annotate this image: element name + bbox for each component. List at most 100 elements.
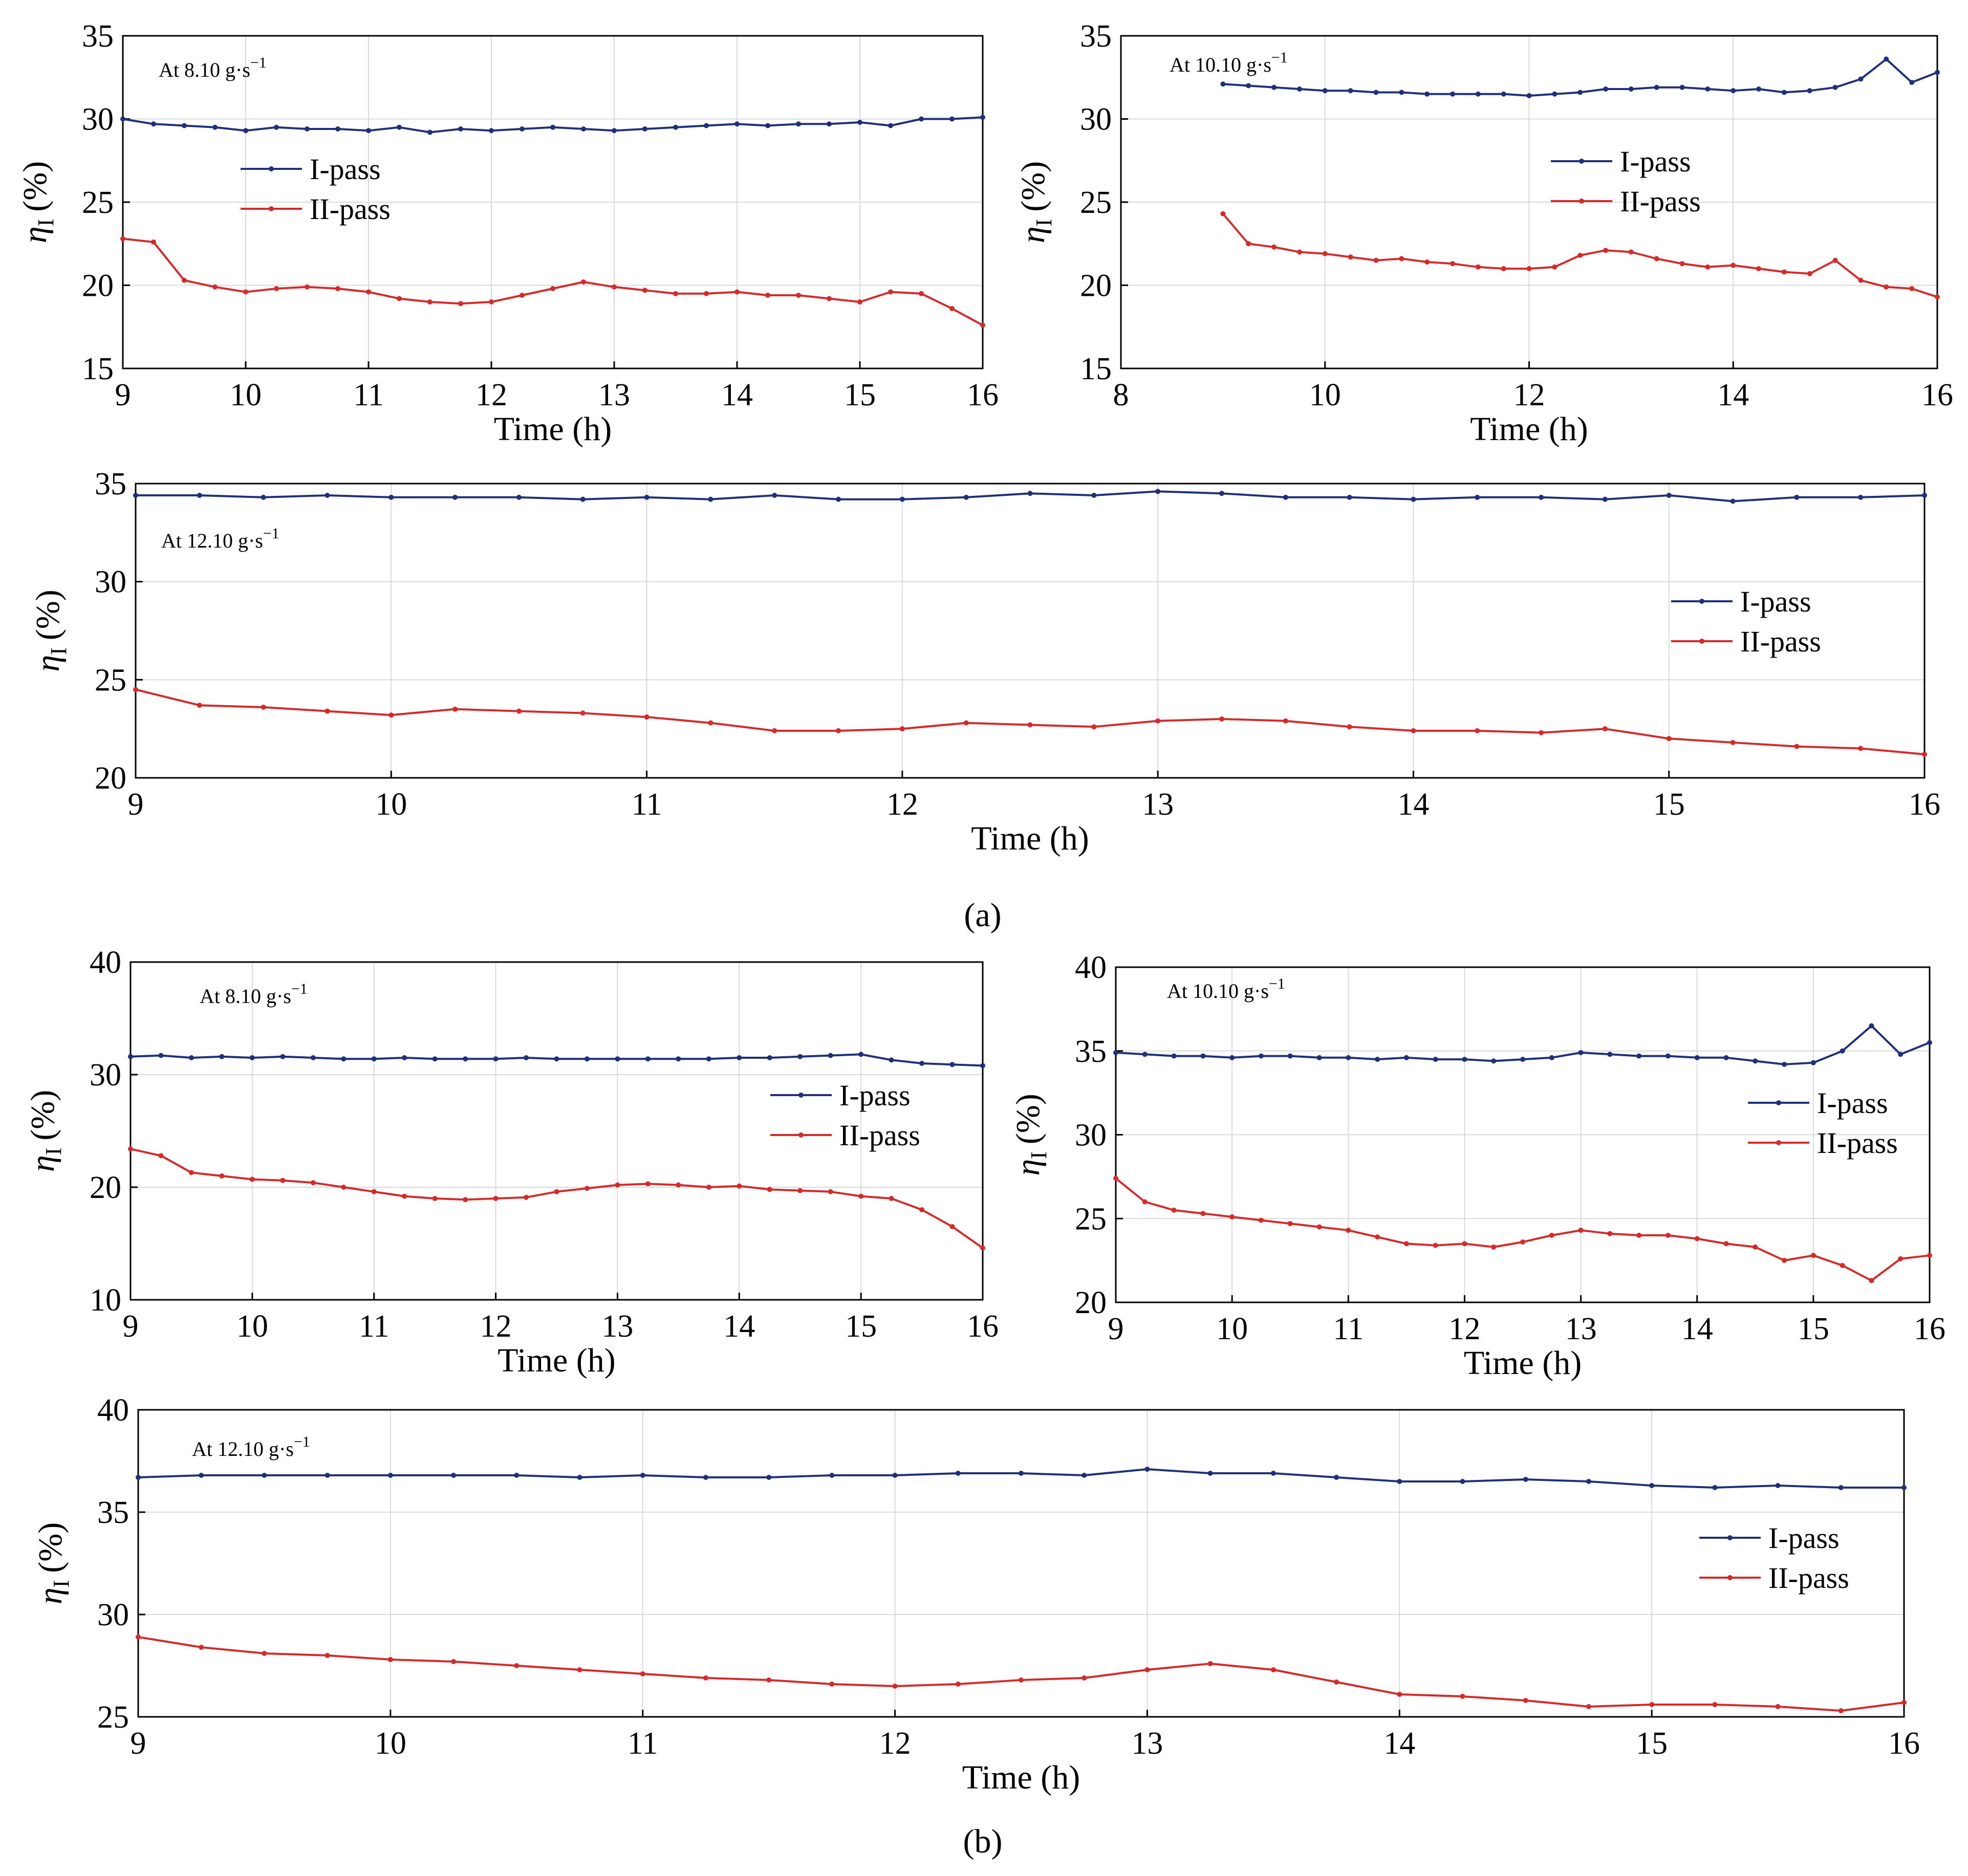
y-tick-label: 30 [82, 102, 114, 137]
data-point [280, 1177, 286, 1183]
legend-marker [1727, 1575, 1733, 1580]
data-point [612, 284, 617, 290]
data-point [899, 496, 905, 502]
y-tick-label: 30 [97, 1598, 129, 1632]
data-point [1666, 493, 1672, 498]
data-point [1027, 491, 1033, 496]
x-tick-label: 11 [353, 378, 384, 412]
data-point [243, 128, 248, 134]
data-point [366, 128, 371, 134]
x-tick-label: 15 [1636, 1726, 1668, 1761]
data-point [554, 1056, 559, 1062]
y-axis-label-unit: (%) [1014, 161, 1052, 212]
data-point [182, 123, 187, 128]
data-point [1753, 1058, 1758, 1064]
data-point [949, 1062, 955, 1067]
data-point [581, 279, 586, 285]
data-point [158, 1053, 164, 1058]
data-point [524, 1194, 529, 1200]
data-point [829, 1473, 835, 1478]
condition-annotation: At 8.10 g·s−1 [159, 54, 267, 81]
data-point [642, 126, 647, 132]
data-point [1316, 1055, 1322, 1060]
y-tick-label: 30 [1075, 1118, 1107, 1153]
y-axis-label: ηI (%) [1009, 1094, 1051, 1175]
data-point [640, 1671, 645, 1676]
y-axis-label: ηI (%) [16, 161, 58, 243]
data-point [1922, 493, 1927, 498]
data-point [1220, 211, 1226, 216]
data-point [797, 1054, 803, 1059]
y-tick-label: 15 [1080, 352, 1112, 386]
data-point [1705, 264, 1711, 270]
chart-a1: 9 10 11 12 13 14 15 16 15 20 25 30 35 Time (h) ηI (%) At… [16, 19, 999, 448]
data-point [1433, 1057, 1438, 1062]
x-tick-label: 9 [131, 1726, 146, 1761]
data-point [828, 1053, 833, 1058]
data-point [1460, 1479, 1465, 1484]
y-axis-label-symbol: η [24, 1155, 61, 1172]
data-point [325, 493, 330, 498]
data-point [797, 1188, 803, 1193]
data-point [704, 123, 709, 128]
y-tick-label: 40 [1075, 950, 1107, 985]
data-point [772, 728, 777, 733]
data-point [452, 494, 458, 500]
data-point [827, 121, 832, 127]
data-point [1082, 1473, 1087, 1478]
data-point [427, 129, 432, 135]
y-tick-label: 35 [82, 19, 114, 54]
data-point [1753, 1244, 1758, 1250]
data-point [949, 1224, 955, 1229]
data-point [341, 1056, 347, 1062]
x-tick-label: 10 [1216, 1312, 1248, 1346]
data-point [458, 126, 463, 132]
data-point [1901, 1485, 1907, 1490]
series-line-ii-pass [138, 1636, 1905, 1712]
annotation-text: At 10.10 g·s [1170, 53, 1271, 76]
x-tick-label: 14 [721, 378, 753, 412]
data-point [1200, 1211, 1206, 1216]
data-point [493, 1196, 499, 1201]
data-point [1649, 1702, 1655, 1707]
data-point [1549, 1055, 1554, 1060]
legend-marker [1699, 599, 1704, 604]
y-tick-label: 35 [95, 467, 126, 501]
data-point [1155, 489, 1161, 494]
data-point [128, 1146, 133, 1152]
data-point [1411, 496, 1416, 502]
chart-a2: 8 10 12 14 16 15 20 25 30 35 Time (h) ηI (%) At 10.10… [1014, 19, 1953, 448]
x-tick-label: 15 [1798, 1312, 1829, 1346]
data-point [580, 496, 586, 502]
data-point [554, 1189, 559, 1194]
data-point [1520, 1239, 1525, 1245]
x-tick-label: 11 [359, 1309, 390, 1344]
data-point [1491, 1244, 1497, 1250]
data-point [451, 1473, 457, 1478]
data-point [1348, 254, 1353, 260]
data-point [767, 1055, 772, 1060]
data-point [182, 277, 187, 283]
data-point [341, 1185, 347, 1190]
data-point [858, 1193, 864, 1199]
data-point [737, 1183, 742, 1189]
data-point [1246, 83, 1251, 89]
y-axis-label: ηI (%) [24, 1090, 66, 1172]
data-point [1730, 740, 1736, 745]
data-point [1858, 494, 1864, 500]
data-point [796, 121, 801, 127]
data-point [1603, 86, 1609, 92]
x-axis-label: Time (h) [498, 1342, 615, 1379]
data-point [581, 126, 586, 132]
data-point [1283, 494, 1288, 500]
data-point [1296, 249, 1302, 255]
data-point [615, 1056, 620, 1062]
data-point [1334, 1679, 1339, 1685]
data-point [262, 1473, 267, 1478]
data-point [1460, 1694, 1465, 1699]
data-point [335, 126, 340, 132]
data-point [1628, 249, 1634, 255]
condition-annotation: At 12.10 g·s−1 [161, 525, 279, 552]
data-point [1424, 91, 1430, 97]
legend-label: I-pass [1817, 1086, 1888, 1120]
